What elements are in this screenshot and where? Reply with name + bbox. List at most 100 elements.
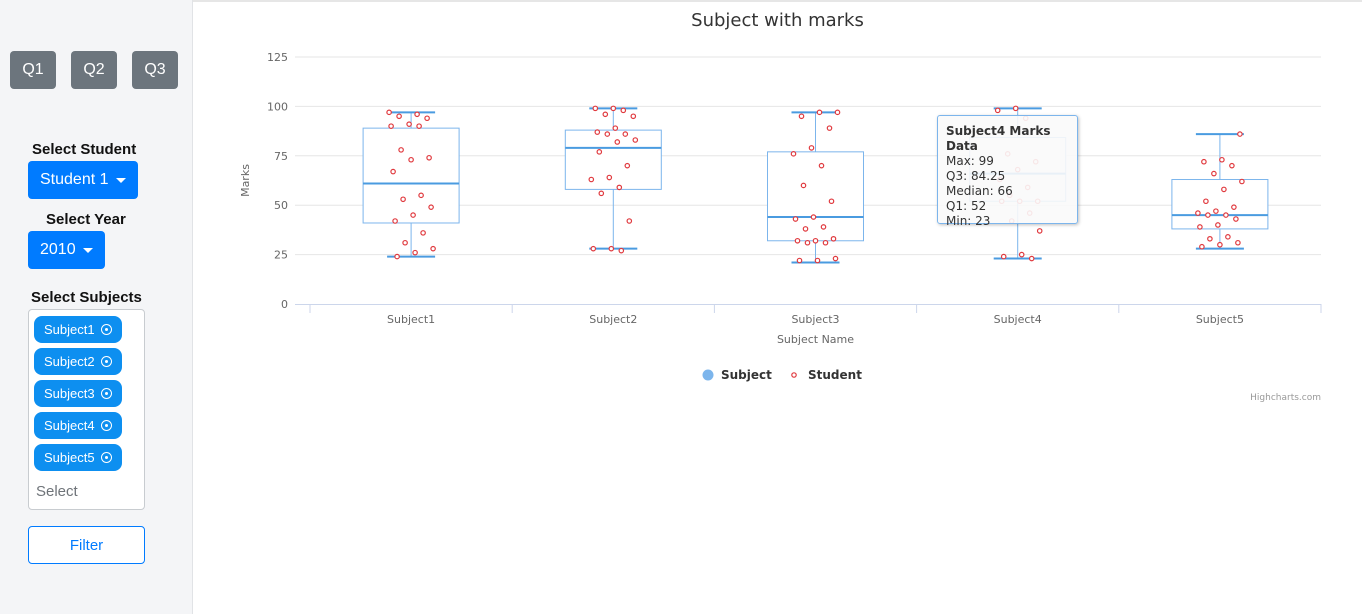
student-point bbox=[592, 105, 599, 112]
chart-tooltip: Subject4 Marks Data Max: 99 Q3: 84.25 Me… bbox=[937, 115, 1078, 228]
student-point bbox=[424, 115, 430, 122]
y-tick-label: 0 bbox=[281, 298, 288, 311]
student-point bbox=[1213, 208, 1219, 214]
student-dropdown[interactable]: Student 1 bbox=[28, 161, 138, 199]
subject-chip-label: Subject4 bbox=[44, 418, 95, 433]
student-point bbox=[1235, 239, 1241, 246]
student-point bbox=[994, 107, 1001, 114]
chart-panel: Subject with marks 0 25 50 75 100 125 Subject1… bbox=[193, 0, 1362, 614]
y-axis-title: Marks bbox=[239, 164, 252, 197]
subjects-search-placeholder[interactable]: Select bbox=[36, 483, 78, 500]
student-point bbox=[830, 235, 837, 242]
student-point bbox=[420, 230, 426, 236]
y-tick-label: 75 bbox=[274, 150, 288, 163]
student-point bbox=[402, 239, 408, 246]
year-dropdown-value: 2010 bbox=[40, 241, 76, 258]
student-point bbox=[414, 111, 420, 118]
student-point bbox=[386, 109, 392, 116]
remove-chip-icon[interactable] bbox=[100, 356, 112, 367]
y-tick-label: 25 bbox=[274, 249, 288, 262]
filter-button[interactable]: Filter bbox=[28, 526, 145, 564]
student-point bbox=[1201, 158, 1207, 165]
remove-chip-icon[interactable] bbox=[100, 420, 112, 431]
subject-chip[interactable]: Subject1 bbox=[34, 316, 122, 343]
select-year-label: Select Year bbox=[46, 211, 126, 228]
student-point bbox=[594, 129, 601, 135]
student-point bbox=[412, 249, 418, 256]
subject-chip[interactable]: Subject4 bbox=[34, 412, 122, 439]
student-point bbox=[1229, 162, 1235, 169]
student-point bbox=[1233, 216, 1239, 222]
student-point bbox=[408, 156, 414, 163]
student-point bbox=[792, 216, 799, 222]
student-point bbox=[1211, 170, 1217, 177]
student-point bbox=[834, 109, 841, 116]
student-point bbox=[804, 239, 811, 246]
subject-chip-label: Subject5 bbox=[44, 450, 95, 465]
student-point bbox=[610, 105, 617, 112]
remove-chip-icon[interactable] bbox=[100, 388, 112, 399]
remove-chip-icon[interactable] bbox=[100, 452, 112, 463]
subjects-multiselect[interactable]: Subject1 Subject2 Subject3 Subject4 Subj… bbox=[28, 309, 145, 510]
box-iqr bbox=[564, 129, 662, 190]
student-point bbox=[418, 192, 424, 199]
chart-title: Subject with marks bbox=[691, 10, 864, 31]
student-point bbox=[590, 245, 597, 252]
student-point bbox=[632, 137, 639, 143]
box-iqr bbox=[1171, 179, 1269, 230]
student-point bbox=[822, 239, 829, 246]
quarter-button-q2[interactable]: Q2 bbox=[71, 51, 117, 89]
student-point bbox=[1197, 224, 1203, 230]
quarter-button-q1[interactable]: Q1 bbox=[10, 51, 56, 89]
remove-chip-icon[interactable] bbox=[100, 324, 112, 335]
student-point bbox=[1199, 243, 1205, 250]
student-point bbox=[802, 226, 809, 232]
year-dropdown[interactable]: 2010 bbox=[28, 231, 105, 269]
student-point bbox=[1221, 186, 1227, 193]
student-point bbox=[400, 196, 406, 203]
boxplot-chart: 0 25 50 75 100 125 Subject1 Subject2 Subject3 Sub… bbox=[239, 51, 1322, 403]
select-subjects-label: Select Subjects bbox=[31, 289, 142, 306]
x-tick-label: Subject1 bbox=[387, 313, 435, 326]
student-point bbox=[410, 212, 416, 218]
student-point bbox=[1018, 251, 1025, 258]
student-point bbox=[1205, 212, 1211, 218]
subject-chip[interactable]: Subject3 bbox=[34, 380, 122, 407]
tooltip-title: Subject4 Marks Data bbox=[946, 124, 1051, 153]
student-point bbox=[626, 218, 633, 224]
student-point bbox=[1000, 253, 1007, 260]
x-axis-title: Subject Name bbox=[777, 333, 854, 346]
student-point bbox=[606, 174, 613, 181]
tooltip-line: Median: 66 bbox=[946, 184, 1013, 198]
student-point bbox=[1237, 131, 1243, 137]
student-point bbox=[598, 190, 605, 197]
student-point bbox=[630, 113, 637, 120]
student-point bbox=[588, 176, 595, 183]
subject-chip[interactable]: Subject5 bbox=[34, 444, 122, 471]
student-point bbox=[794, 237, 801, 244]
subject-chip-label: Subject2 bbox=[44, 354, 95, 369]
student-point bbox=[390, 168, 396, 175]
student-point bbox=[1203, 198, 1209, 205]
subject-chip-label: Subject3 bbox=[44, 386, 95, 401]
student-point bbox=[596, 149, 603, 155]
student-point bbox=[798, 113, 805, 120]
y-tick-label: 100 bbox=[267, 100, 288, 113]
tooltip-line: Min: 23 bbox=[946, 214, 991, 228]
student-point bbox=[612, 125, 619, 131]
quarter-button-q3[interactable]: Q3 bbox=[132, 51, 178, 89]
x-tick-label: Subject3 bbox=[791, 313, 839, 326]
x-tick-label: Subject4 bbox=[994, 313, 1042, 326]
student-point bbox=[1207, 235, 1213, 242]
chart-credits: Highcharts.com bbox=[1250, 393, 1321, 403]
student-point bbox=[614, 139, 621, 145]
box-iqr bbox=[362, 127, 460, 224]
student-point bbox=[602, 111, 609, 118]
student-point bbox=[1217, 241, 1223, 248]
legend-subject-label: Subject bbox=[721, 368, 772, 382]
subject-chip[interactable]: Subject2 bbox=[34, 348, 122, 375]
student-point bbox=[1219, 156, 1225, 163]
student-point bbox=[1036, 228, 1043, 234]
student-point bbox=[1215, 222, 1221, 228]
